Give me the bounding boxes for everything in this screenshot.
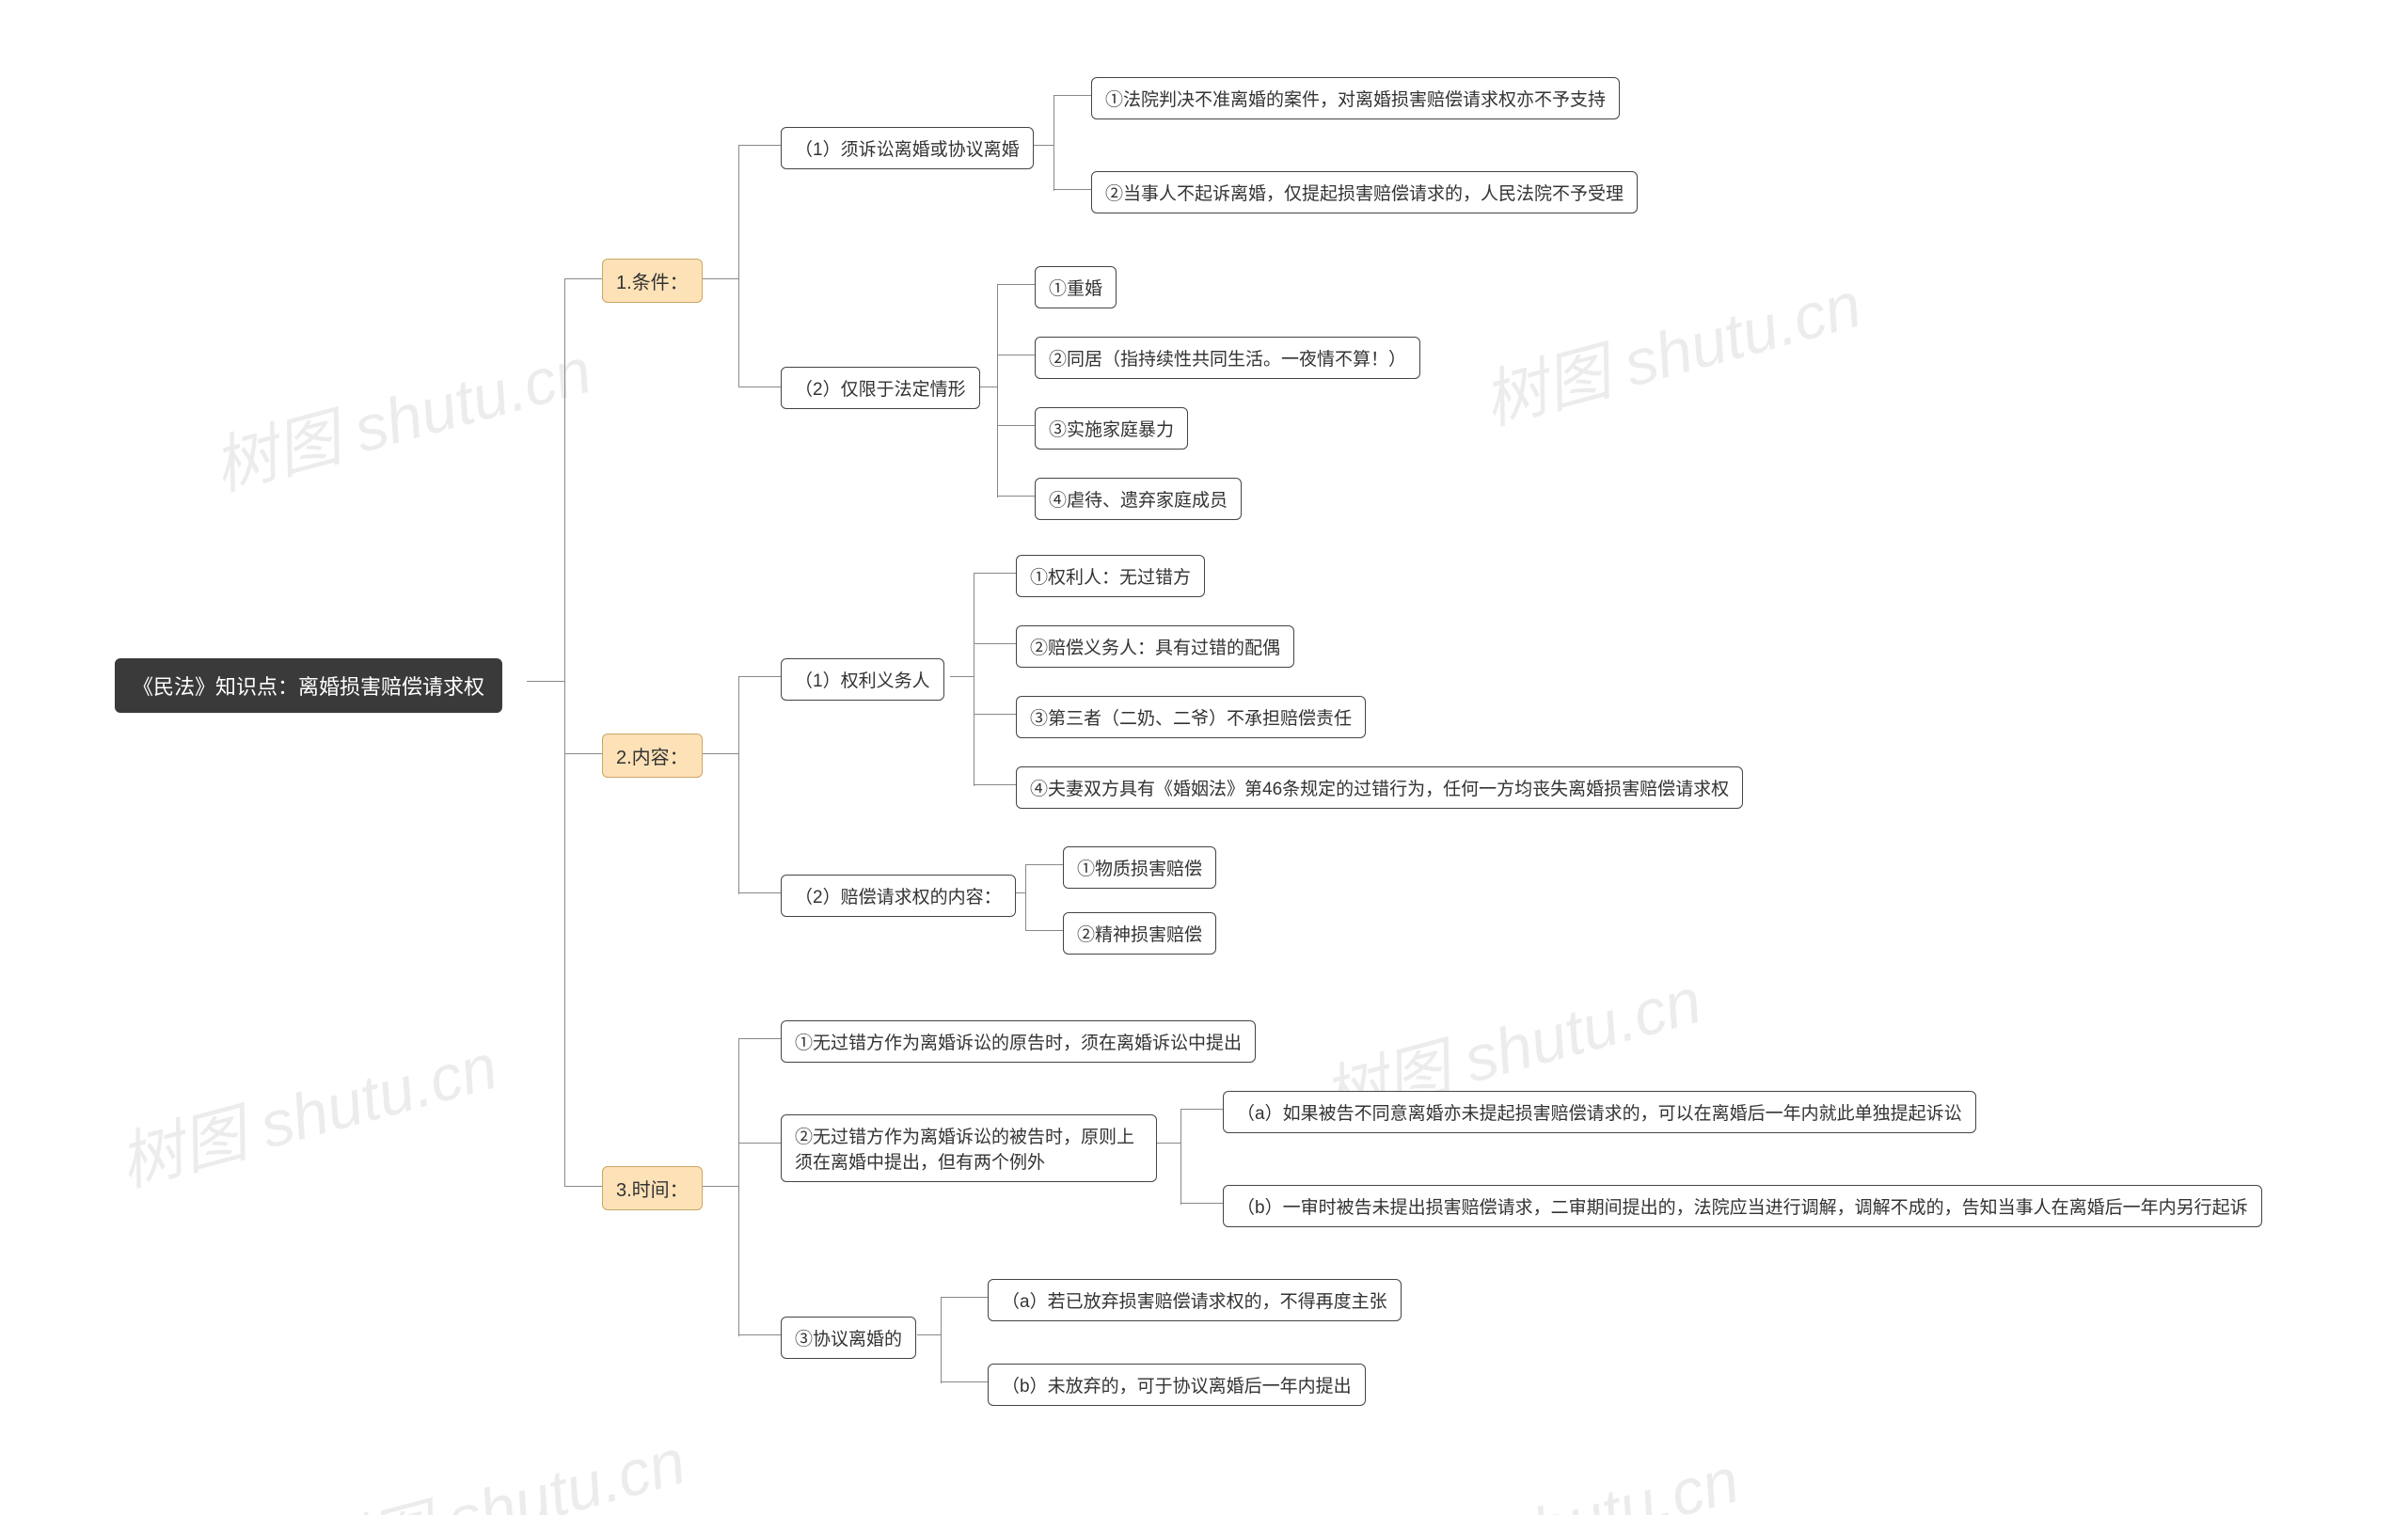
b2-c1-l2: ②赔偿义务人：具有过错的配偶 <box>1016 625 1294 668</box>
b2-c1-l4: ④夫妻双方具有《婚姻法》第46条规定的过错行为，任何一方均丧失离婚损害赔偿请求权 <box>1016 766 1743 809</box>
branch-3: 3.时间： <box>602 1166 703 1210</box>
b1-c2-l1: ①重婚 <box>1035 266 1117 308</box>
watermark: 树图 shutu.cn <box>295 1409 694 1515</box>
b2-c1: （1）权利义务人 <box>781 658 944 701</box>
b3-c1: ①无过错方作为离婚诉讼的原告时，须在离婚诉讼中提出 <box>781 1020 1256 1063</box>
root-node: 《民法》知识点：离婚损害赔偿请求权 <box>115 658 502 713</box>
b3-c3-l2: （b）未放弃的，可于协议离婚后一年内提出 <box>988 1364 1366 1406</box>
b2-c1-l1: ①权利人：无过错方 <box>1016 555 1205 597</box>
b1-c1-l2: ②当事人不起诉离婚，仅提起损害赔偿请求的，人民法院不予受理 <box>1091 171 1638 213</box>
watermark: 树图 shutu.cn <box>201 318 600 508</box>
b3-c3-l1: （a）若已放弃损害赔偿请求权的，不得再度主张 <box>988 1279 1402 1321</box>
b2-c2: （2）赔偿请求权的内容： <box>781 875 1016 917</box>
b1-c1: （1）须诉讼离婚或协议离婚 <box>781 127 1034 169</box>
b3-c3: ③协议离婚的 <box>781 1317 916 1359</box>
b3-c2-l1: （a）如果被告不同意离婚亦未提起损害赔偿请求的，可以在离婚后一年内就此单独提起诉… <box>1223 1091 1976 1133</box>
b1-c2-l3: ③实施家庭暴力 <box>1035 407 1188 450</box>
branch-2: 2.内容： <box>602 734 703 778</box>
b2-c2-l1: ①物质损害赔偿 <box>1063 846 1216 889</box>
watermark: 树图 shutu.cn <box>1471 252 1870 442</box>
b2-c1-l3: ③第三者（二奶、二爷）不承担赔偿责任 <box>1016 696 1366 738</box>
b3-c2: ②无过错方作为离婚诉讼的被告时，原则上须在离婚中提出，但有两个例外 <box>781 1114 1157 1182</box>
mindmap-canvas: 树图 shutu.cn 树图 shutu.cn 树图 shutu.cn 树图 s… <box>0 0 2408 1515</box>
b1-c2-l4: ④虐待、遗弃家庭成员 <box>1035 478 1242 520</box>
b2-c2-l2: ②精神损害赔偿 <box>1063 912 1216 955</box>
branch-1: 1.条件： <box>602 259 703 303</box>
b1-c2-l2: ②同居（指持续性共同生活。一夜情不算！） <box>1035 337 1420 379</box>
b1-c2: （2）仅限于法定情形 <box>781 367 980 409</box>
watermark: 树图 shutu.cn <box>107 1014 506 1204</box>
watermark: 树图 shutu.cn <box>1349 1428 1748 1515</box>
b1-c1-l1: ①法院判决不准离婚的案件，对离婚损害赔偿请求权亦不予支持 <box>1091 77 1620 119</box>
b3-c2-l2: （b）一审时被告未提出损害赔偿请求，二审期间提出的，法院应当进行调解，调解不成的… <box>1223 1185 2262 1227</box>
